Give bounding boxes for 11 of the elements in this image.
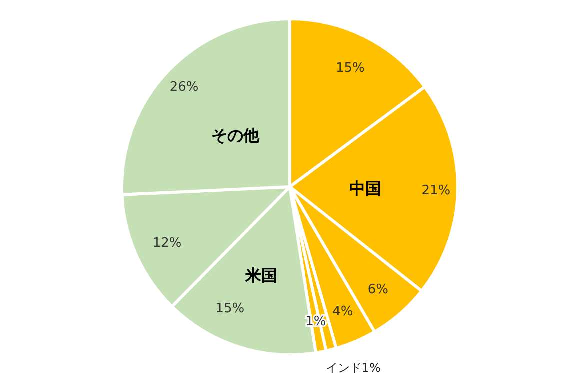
data-label: 6%: [368, 282, 388, 298]
slice-label: 米国: [244, 266, 278, 285]
data-label: 15%: [216, 301, 245, 316]
slice-label: インド1%: [326, 360, 381, 373]
slice-label: 中国: [350, 179, 382, 198]
data-label: 4%: [332, 304, 354, 320]
data-label: 15%: [336, 60, 365, 76]
data-label: 12%: [152, 236, 182, 251]
slice-label: その他: [211, 126, 260, 145]
data-label: 26%: [170, 80, 199, 96]
data-label: 21%: [422, 183, 451, 198]
